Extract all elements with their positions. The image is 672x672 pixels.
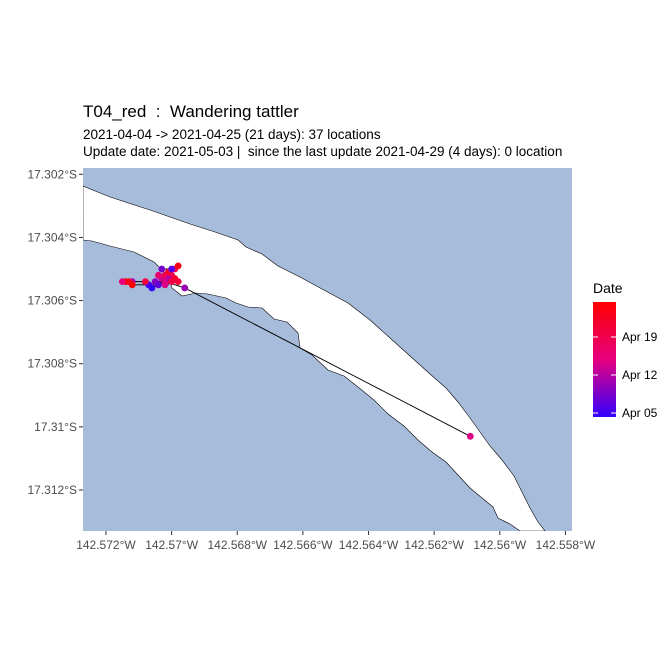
motu-landmass: [83, 185, 546, 531]
y-tick-label: 17.308°S: [27, 357, 77, 371]
x-tick-label: 142.566°W: [273, 538, 333, 552]
legend-label-apr19: Apr 19: [622, 330, 658, 344]
location-point: [174, 278, 182, 286]
location-point: [466, 432, 474, 440]
location-point: [148, 284, 156, 292]
plot-subtitle-period: 2021-04-04 -> 2021-04-25 (21 days): 37 l…: [83, 127, 381, 142]
y-tick-label: 17.31°S: [34, 420, 77, 434]
y-tick-label: 17.304°S: [27, 230, 77, 244]
x-tick-label: 142.562°W: [404, 538, 464, 552]
legend-colorbar: [593, 302, 616, 417]
location-point: [168, 278, 176, 286]
x-tick-label: 142.572°W: [76, 538, 136, 552]
location-point: [161, 281, 169, 289]
x-tick-label: 142.56°W: [473, 538, 527, 552]
legend-label-apr12: Apr 12: [622, 368, 658, 382]
y-tick-label: 17.306°S: [27, 294, 77, 308]
plot-title: T04_red : Wandering tattler: [83, 102, 299, 121]
x-tick-label: 142.558°W: [536, 538, 596, 552]
location-point: [128, 281, 136, 289]
x-tick-label: 142.57°W: [145, 538, 199, 552]
location-point: [155, 271, 162, 279]
legend-title: Date: [593, 280, 623, 296]
location-point: [168, 265, 176, 273]
location-point: [141, 278, 149, 286]
y-tick-label: 17.312°S: [27, 483, 77, 497]
location-point: [155, 281, 162, 289]
location-point: [181, 284, 189, 292]
plot-subtitle-update: Update date: 2021-05-03 | since the last…: [83, 144, 563, 159]
legend-label-apr05: Apr 05: [622, 406, 658, 420]
location-point: [174, 262, 182, 270]
y-tick-label: 17.302°S: [27, 167, 77, 181]
x-tick-label: 142.568°W: [207, 538, 267, 552]
location-point: [158, 265, 166, 273]
location-point: [118, 278, 126, 286]
x-tick-label: 142.564°W: [339, 538, 399, 552]
